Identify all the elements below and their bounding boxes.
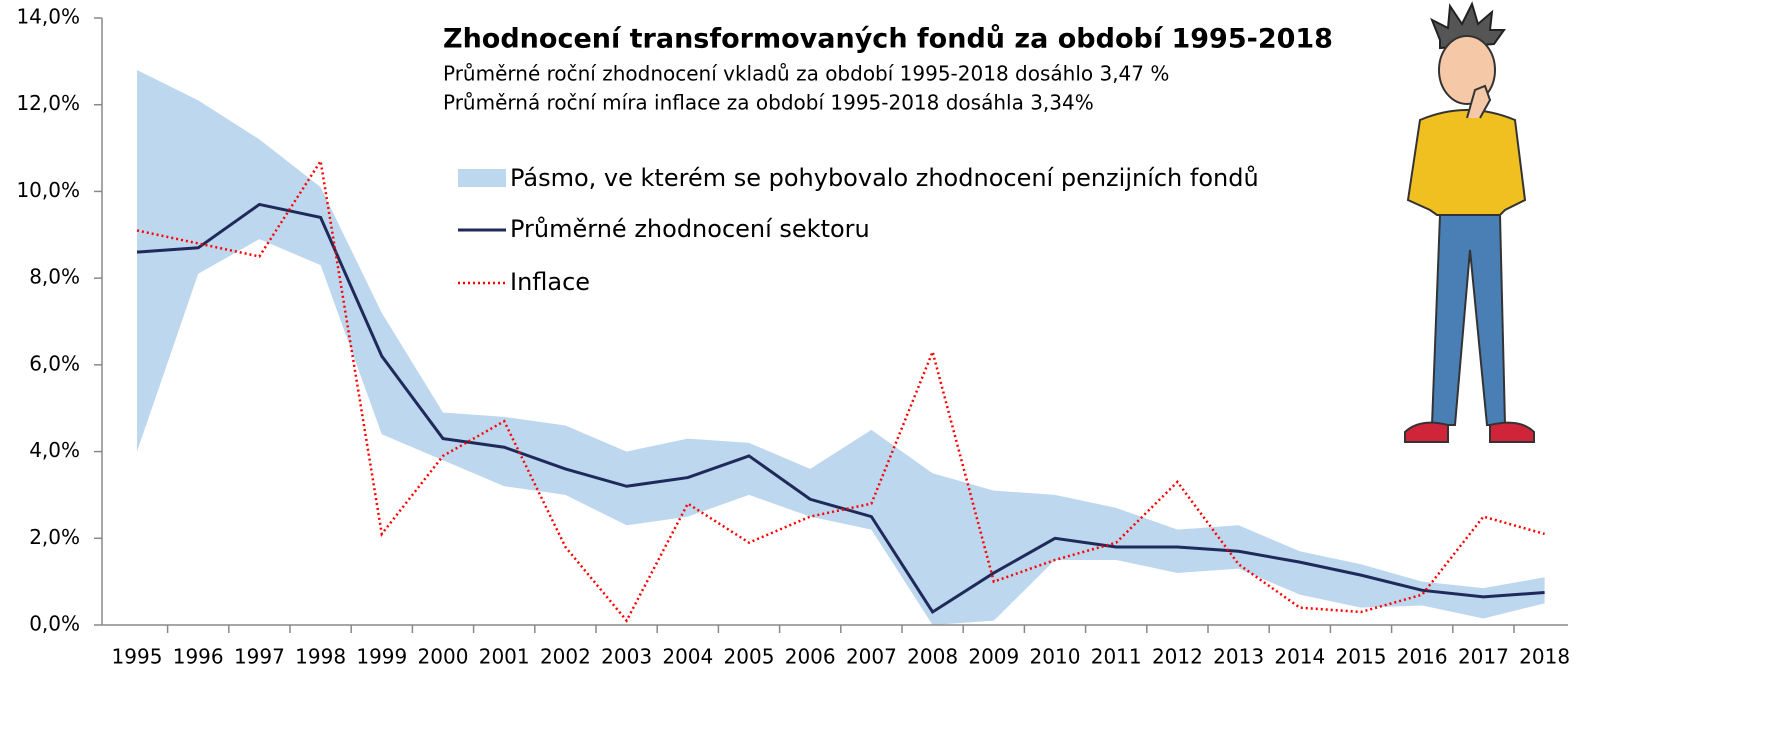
y-tick-label: 6,0% <box>29 351 80 375</box>
x-tick-label: 2002 <box>540 645 591 669</box>
x-tick-label: 2017 <box>1458 645 1509 669</box>
legend-swatch <box>458 169 506 187</box>
x-tick-label: 1997 <box>234 645 285 669</box>
x-tick-label: 1996 <box>173 645 224 669</box>
x-tick-label: 2010 <box>1030 645 1081 669</box>
chart-subtitle: Průměrné roční zhodnocení vkladů za obdo… <box>443 62 1169 86</box>
x-tick-label: 2008 <box>907 645 958 669</box>
series-line <box>136 202 1545 615</box>
x-tick-label: 2000 <box>418 645 469 669</box>
y-tick-label: 14,0% <box>16 5 80 29</box>
x-tick-label: 2013 <box>1213 645 1264 669</box>
x-tick-label: 1999 <box>356 645 407 669</box>
x-tick-label: 2012 <box>1152 645 1203 669</box>
y-tick-label: 4,0% <box>29 438 80 462</box>
x-tick-label: 2011 <box>1091 645 1142 669</box>
x-tick-label: 1998 <box>295 645 346 669</box>
person-illustration <box>1404 1 1535 443</box>
x-tick-label: 2004 <box>662 645 713 669</box>
x-tick-label: 2007 <box>846 645 897 669</box>
y-tick-label: 8,0% <box>29 265 80 289</box>
x-tick-label: 2006 <box>785 645 836 669</box>
y-tick-label: 2,0% <box>29 525 80 549</box>
legend-label: Průměrné zhodnocení sektoru <box>510 215 870 243</box>
x-tick-label: 2005 <box>724 645 775 669</box>
x-tick-label: 2015 <box>1336 645 1387 669</box>
x-tick-label: 2014 <box>1274 645 1325 669</box>
chart-subtitle: Průměrná roční míra inflace za období 19… <box>443 91 1094 115</box>
legend-label: Pásmo, ve kterém se pohybovalo zhodnocen… <box>510 164 1259 192</box>
x-tick-label: 1995 <box>112 645 163 669</box>
x-tick-label: 2018 <box>1519 645 1570 669</box>
x-tick-label: 2001 <box>479 645 530 669</box>
x-tick-label: 2016 <box>1397 645 1448 669</box>
chart-title: Zhodnocení transformovaných fondů za obd… <box>443 24 1333 55</box>
x-tick-label: 2009 <box>968 645 1019 669</box>
y-tick-label: 12,0% <box>16 91 80 115</box>
y-tick-label: 10,0% <box>16 178 80 202</box>
y-tick-label: 0,0% <box>29 612 80 636</box>
x-tick-label: 2003 <box>601 645 652 669</box>
legend-label: Inflace <box>510 268 590 296</box>
range-band <box>137 70 1545 626</box>
